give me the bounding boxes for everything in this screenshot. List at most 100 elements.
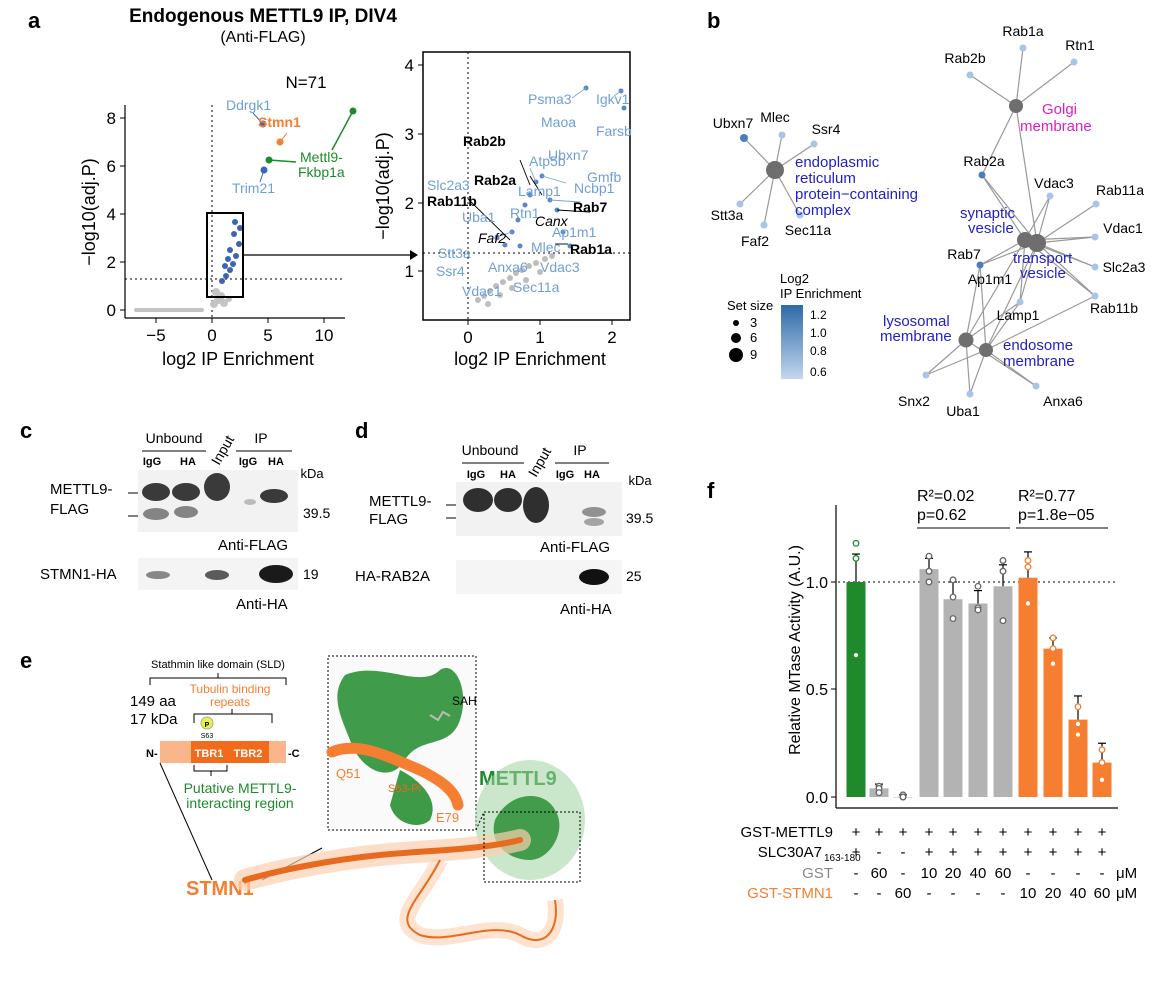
condition-cell: -	[854, 865, 859, 882]
gene-label-stt3a: Stt3a	[711, 207, 744, 223]
right-x-axis-label: log2 IP Enrichment	[454, 349, 606, 369]
left-x-tick: 5	[263, 326, 272, 345]
left-x-tick: 0	[207, 326, 216, 345]
condition-cell: +	[852, 844, 861, 861]
blue-point	[567, 243, 573, 249]
zoom-gene-label: Rab7	[573, 199, 607, 215]
color-legend-tick: 1.0	[810, 326, 827, 340]
condition-cell: +	[1098, 824, 1107, 841]
condition-cell: +	[1024, 824, 1033, 841]
panel-f-letter: f	[707, 478, 715, 503]
panel-d: d Unbound IP IgG HA IgG HA kDa Input MET…	[355, 418, 653, 618]
condition-cell: +	[1024, 844, 1033, 861]
gene-node-mlec	[778, 131, 786, 139]
data-point	[999, 617, 1007, 625]
s63-label: S63	[201, 733, 214, 740]
condition-cell: -	[1051, 865, 1056, 882]
left-y-tick: 0	[107, 301, 116, 320]
condition-cell: 60	[1094, 885, 1111, 902]
grey-point	[485, 301, 491, 307]
set-size-value: 3	[750, 315, 757, 330]
data-point	[1024, 600, 1032, 607]
bar	[846, 582, 866, 797]
blue-point	[227, 267, 233, 273]
grey-point	[523, 277, 529, 283]
row-label-slc30a7-sub: 163-180	[824, 853, 861, 864]
data-point	[925, 578, 933, 586]
left-y-axis-label: −log10(adj.P)	[79, 158, 99, 266]
condition-cell: +	[925, 824, 934, 841]
data-point	[974, 606, 982, 614]
band	[579, 569, 609, 585]
condition-cell: 20	[945, 865, 962, 882]
zoom-gene-label: Farsb	[596, 123, 632, 139]
data-point	[1098, 746, 1106, 754]
gene-node-rab7	[976, 261, 984, 269]
left-x-tick: −5	[146, 326, 165, 345]
blue-point	[231, 231, 237, 237]
zoom-gene-label: Gmfb	[587, 169, 621, 185]
condition-cell: +	[1049, 824, 1058, 841]
blue-point	[237, 225, 243, 231]
unit-gst: μM	[1116, 865, 1137, 882]
right-y-tick: 2	[405, 194, 414, 213]
f-y-tick: 0.5	[806, 682, 828, 699]
left-y-tick: 2	[107, 253, 116, 272]
term-golgi-line: membrane	[1020, 118, 1092, 135]
gene-node-vdac1	[1091, 233, 1099, 241]
blue-point	[522, 202, 528, 208]
condition-cell: -	[1100, 865, 1105, 882]
term-lysosomal-line: membrane	[880, 328, 952, 345]
data-point	[1049, 660, 1057, 668]
data-point	[1098, 759, 1106, 767]
mtase-bar-chart: 0.0 0.5 1.0 Relative MTase Activity (A.U…	[787, 488, 1118, 809]
putative-label: Putative METTL9-	[184, 780, 297, 796]
lane-igg: IgG	[239, 456, 257, 468]
panel-b-letter: b	[707, 8, 720, 33]
blue-point	[509, 229, 515, 235]
data-point	[1049, 634, 1057, 642]
condition-cell: -	[951, 885, 956, 902]
gene-label-uba1: Uba1	[946, 403, 980, 419]
structure-inset: SAH Q51 S63-Pi E79	[326, 655, 477, 831]
condition-cell: -	[901, 865, 906, 882]
bar	[919, 569, 939, 797]
data-point	[899, 793, 907, 801]
blue-point	[219, 278, 225, 284]
f-y-tick: 0.0	[806, 790, 828, 807]
grey-point	[481, 293, 487, 299]
zoom-gene-label: Canx	[535, 213, 569, 229]
panel-e-letter: e	[20, 648, 32, 673]
bar	[968, 603, 988, 797]
gene-node-lamp1	[1016, 298, 1024, 306]
grey-point	[513, 270, 519, 276]
blue-point	[222, 263, 228, 269]
zoom-gene-label: Ssr4	[436, 263, 465, 279]
zoom-gene-label: Rab11b	[427, 193, 477, 209]
stat-stmn1-r2: R²=0.77	[1018, 488, 1075, 505]
condition-cell: 60	[871, 865, 888, 882]
left-y-tick: 6	[107, 157, 116, 176]
lane-igg: IgG	[467, 469, 485, 481]
zoom-gene-label: Rab2a	[474, 172, 516, 188]
band	[260, 489, 288, 503]
blue-point	[232, 219, 238, 225]
lane-ha: HA	[180, 456, 196, 468]
gene-node-rtn1	[1070, 58, 1078, 66]
condition-cell: +	[949, 844, 958, 861]
c-terminus: -C	[288, 748, 300, 760]
n-label: N=71	[285, 73, 326, 92]
bar	[1018, 577, 1038, 797]
tbr-title: Tubulin binding	[190, 682, 271, 696]
tbr2-label: TBR2	[234, 748, 263, 760]
data-point	[1074, 720, 1082, 728]
condition-cell: 60	[995, 865, 1012, 882]
transport-vesicle-node	[1028, 234, 1046, 252]
condition-cell: -	[976, 885, 981, 902]
label-stmn1: Stmn1	[258, 114, 301, 130]
term-synaptic-line: vesicle	[968, 220, 1014, 237]
band	[143, 508, 169, 520]
condition-cell: +	[949, 824, 958, 841]
zoom-gene-label: Vdac3	[540, 259, 580, 275]
set-size-value: 9	[750, 347, 757, 362]
